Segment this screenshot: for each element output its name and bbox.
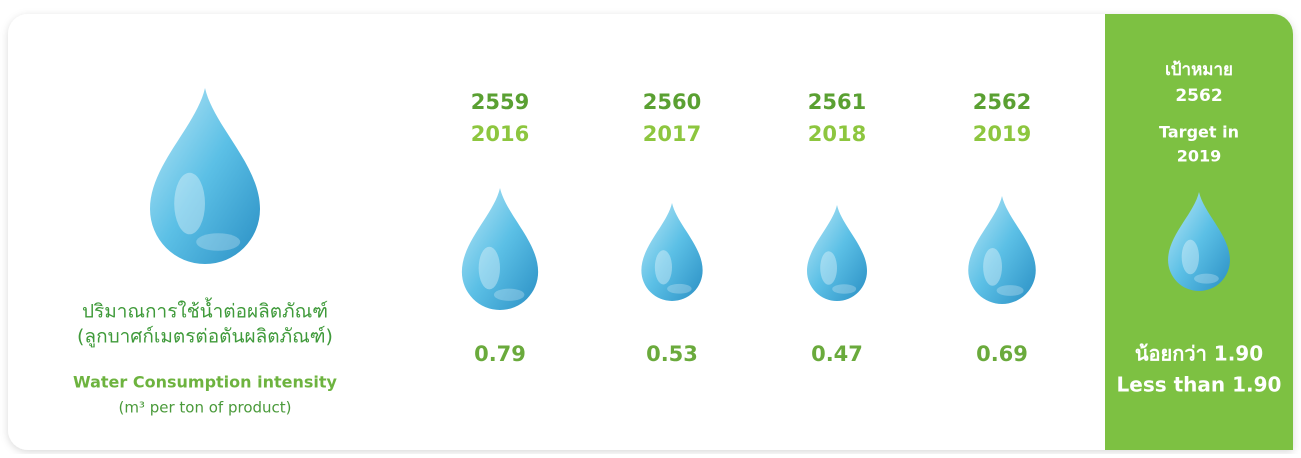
target-label: Target in [1159,123,1239,142]
infographic: ปริมาณการใช้น้ำต่อผลิตภัณฑ์ (ลูกบาศก์เมต… [0,0,1301,454]
year: 2017 [643,122,701,146]
year: 2019 [973,122,1031,146]
description-thai: (ลูกบาศก์เมตรต่อตันผลิตภัณฑ์) [77,326,333,348]
target-value-thai: น้อยกว่า 1.90 [1135,342,1263,366]
year-thai: 2562 [973,90,1031,114]
year-thai: 2561 [808,90,866,114]
value: 0.69 [976,342,1028,366]
value: 0.47 [811,342,863,366]
target-value: Less than 1.90 [1117,373,1282,397]
target-year-thai: 2562 [1175,86,1222,106]
value: 0.53 [646,342,698,366]
description-thai: ปริมาณการใช้น้ำต่อผลิตภัณฑ์ [82,298,328,323]
value: 0.79 [474,342,526,366]
description-english: Water Consumption intensity [73,373,338,392]
year-thai: 2559 [471,90,529,114]
year-thai: 2560 [643,90,701,114]
target-label-thai: เป้าหมาย [1165,60,1233,80]
description-english: (m³ per ton of product) [118,399,291,417]
year: 2018 [808,122,866,146]
target-year: 2019 [1177,147,1222,166]
year: 2016 [471,122,529,146]
